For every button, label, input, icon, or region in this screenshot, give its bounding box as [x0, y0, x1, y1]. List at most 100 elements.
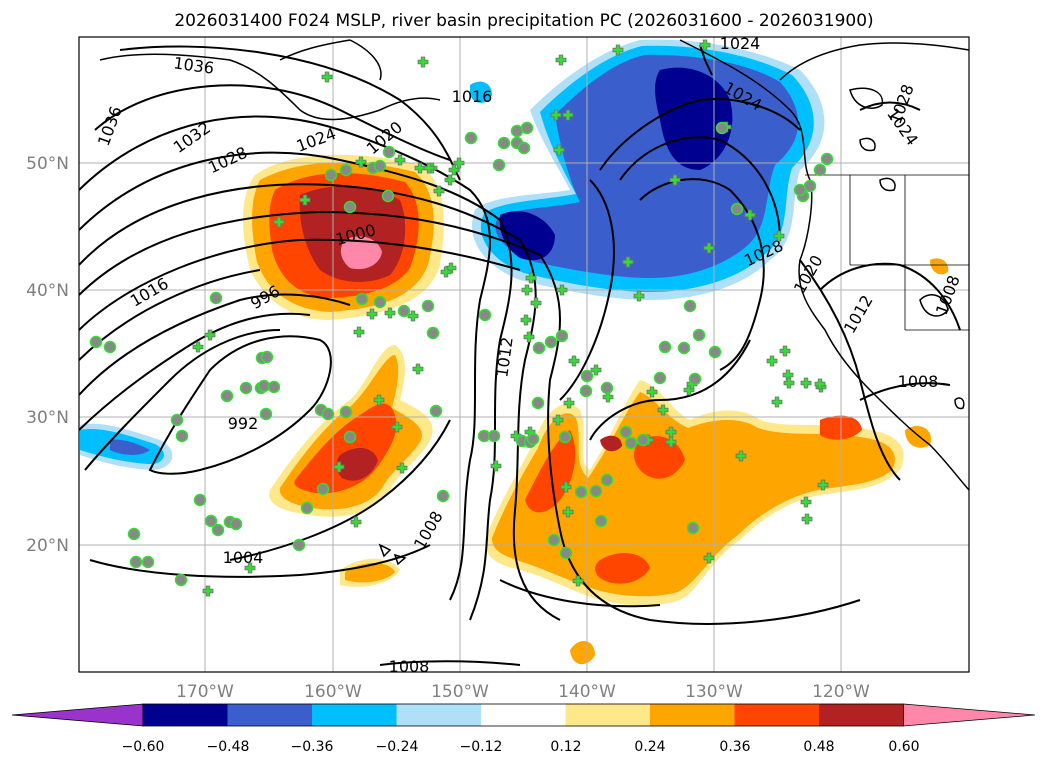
lon-label: 140°W — [558, 682, 616, 702]
coastlines — [99, 39, 969, 566]
station-circle-marker — [636, 433, 650, 447]
station-cross-marker — [523, 331, 535, 343]
lon-label: 130°W — [685, 682, 743, 702]
colorbar-segment — [396, 704, 482, 726]
colorbar-segment — [819, 704, 904, 726]
station-cross-marker — [333, 461, 345, 473]
lat-label: 40°N — [26, 281, 69, 301]
isobars — [79, 44, 961, 666]
station-circle-marker — [174, 573, 188, 587]
station-circle-marker — [373, 295, 387, 309]
station-circle-marker — [259, 407, 273, 421]
station-cross-marker — [433, 185, 445, 197]
lon-label: 150°W — [431, 682, 489, 702]
station-circle-marker — [339, 163, 353, 177]
station-cross-marker — [646, 386, 658, 398]
station-circle-marker — [129, 555, 143, 569]
station-cross-marker — [800, 496, 812, 508]
colorbar-segment — [312, 704, 397, 726]
station-circle-marker — [510, 124, 524, 138]
station-circle-marker — [464, 131, 478, 145]
station-cross-marker — [563, 397, 575, 409]
station-cross-marker — [735, 450, 747, 462]
station-circle-marker — [559, 546, 573, 560]
station-circle-marker — [343, 200, 357, 214]
station-cross-marker — [366, 308, 378, 320]
colorbar-tick-label: −0.36 — [291, 739, 334, 755]
colorbar-tick-label: −0.60 — [122, 739, 165, 755]
station-circle-marker — [229, 517, 243, 531]
station-circle-marker — [260, 350, 274, 364]
lat-label: 20°N — [26, 536, 69, 556]
station-cross-marker — [553, 144, 565, 156]
isobar-label: 1008 — [898, 372, 939, 391]
station-circle-marker — [300, 501, 314, 515]
station-circle-marker — [267, 380, 281, 394]
lon-label: 120°W — [812, 682, 870, 702]
station-cross-marker — [407, 310, 419, 322]
station-cross-marker — [665, 436, 677, 448]
station-cross-marker — [202, 585, 214, 597]
colorbar-tick-label: 0.24 — [634, 739, 665, 755]
isobar-label: 1004 — [223, 548, 264, 567]
station-circle-marker — [175, 429, 189, 443]
station-circle-marker — [793, 183, 807, 197]
station-cross-marker — [622, 256, 634, 268]
station-cross-marker — [703, 552, 715, 564]
station-cross-marker — [350, 516, 362, 528]
colorbar-tick-label: 0.12 — [550, 739, 581, 755]
station-circle-marker — [692, 328, 706, 342]
station-circle-marker — [426, 326, 440, 340]
latitude-labels: 50°N 40°N 30°N 20°N — [26, 154, 69, 556]
station-cross-marker — [192, 341, 204, 353]
station-cross-marker — [612, 44, 624, 56]
station-circle-marker — [658, 340, 672, 354]
station-circle-marker — [820, 152, 834, 166]
station-cross-marker — [562, 506, 574, 518]
station-cross-marker — [423, 162, 435, 174]
station-cross-marker — [521, 284, 533, 296]
station-circle-marker — [478, 308, 492, 322]
station-circle-marker — [487, 429, 501, 443]
map-frame — [78, 36, 970, 673]
station-cross-marker — [525, 272, 537, 284]
station-cross-marker — [782, 369, 794, 381]
lon-label: 170°W — [176, 682, 234, 702]
station-circle-marker — [531, 396, 545, 410]
station-cross-marker — [417, 56, 429, 68]
station-cross-marker — [355, 156, 367, 168]
station-cross-marker — [391, 421, 403, 433]
station-circle-marker — [127, 527, 141, 541]
station-circle-marker — [517, 141, 531, 155]
station-cross-marker — [273, 216, 285, 228]
station-cross-marker — [448, 164, 460, 176]
colorbar-tick-labels: −0.60 −0.48 −0.36 −0.24 −0.12 0.12 0.24 … — [122, 739, 920, 755]
station-circle-marker — [558, 430, 572, 444]
colorbar-outline — [142, 703, 904, 727]
colorbar-segment — [734, 704, 820, 726]
station-cross-marker — [560, 481, 572, 493]
station-circle-marker — [381, 189, 395, 203]
station-cross-marker — [552, 414, 564, 426]
station-circle-marker — [316, 482, 330, 496]
station-circle-marker — [686, 521, 700, 535]
station-cross-marker — [669, 174, 681, 186]
station-circle-marker — [292, 538, 306, 552]
station-cross-marker — [783, 377, 795, 389]
station-circle-marker — [555, 329, 569, 343]
station-circle-marker — [193, 493, 207, 507]
station-cross-marker — [490, 460, 502, 472]
station-circle-marker — [429, 404, 443, 418]
station-cross-marker — [562, 109, 574, 121]
station-cross-marker — [665, 426, 677, 438]
station-circle-marker — [589, 484, 603, 498]
station-cross-marker — [771, 396, 783, 408]
station-circle-marker — [209, 291, 223, 305]
lon-label: 160°W — [304, 682, 362, 702]
station-circle-marker — [688, 372, 702, 386]
station-circle-marker — [103, 340, 117, 354]
station-cross-marker — [744, 209, 756, 221]
negative-anomaly-shading — [80, 39, 825, 470]
station-circle-marker — [355, 292, 369, 306]
station-cross-marker — [440, 266, 452, 278]
